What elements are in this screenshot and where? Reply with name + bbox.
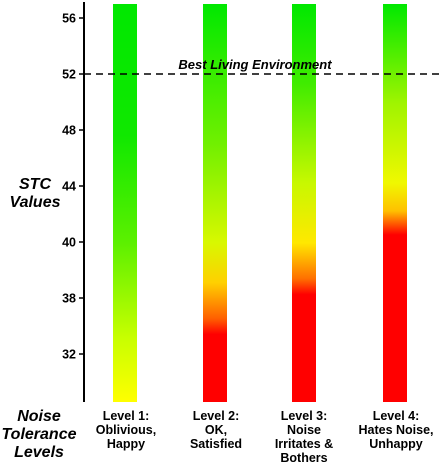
- category-label-line: Hates Noise,: [358, 423, 434, 437]
- y-axis-title-line: STC: [19, 176, 51, 193]
- y-axis-title: STC Values: [0, 176, 80, 212]
- category-label-line: Satisfied: [189, 437, 243, 451]
- category-label-line: OK,: [204, 423, 228, 437]
- x-axis-title-line: Levels: [14, 444, 64, 461]
- x-axis-title: Noise Tolerance Levels: [0, 408, 84, 462]
- y-tick-label: 52: [62, 68, 76, 82]
- category-label-line: Level 1:: [102, 409, 150, 423]
- category-label-line: Happy: [106, 437, 146, 451]
- y-ticks-group: 56 52 48 44 40 38 32: [62, 12, 84, 362]
- category-label-line: Bothers: [280, 451, 328, 465]
- x-axis-title-line: Noise: [17, 408, 61, 425]
- category-label-level-2: Level 2: OK, Satisfied: [168, 409, 264, 451]
- category-label-level-3: Level 3: Noise Irritates & Bothers: [256, 409, 352, 465]
- category-label-line: Oblivious,: [95, 423, 157, 437]
- category-label-level-1: Level 1: Oblivious, Happy: [78, 409, 174, 451]
- category-label-line: Level 3:: [280, 409, 328, 423]
- reference-line-label: Best Living Environment: [178, 57, 332, 72]
- bar-level-1: [113, 4, 137, 402]
- category-label-line: Unhappy: [369, 437, 423, 451]
- y-tick-label: 56: [62, 12, 76, 26]
- bar-level-2: [203, 4, 227, 402]
- category-label-line: Level 2:: [192, 409, 240, 423]
- x-axis-title-line: Tolerance: [1, 426, 77, 443]
- y-tick-label: 44: [62, 180, 76, 194]
- category-label-level-4: Level 4: Hates Noise, Unhappy: [348, 409, 444, 451]
- bars-group: [113, 4, 407, 402]
- y-tick-label: 48: [62, 124, 76, 138]
- bar-level-4: [383, 4, 407, 402]
- category-label-line: Irritates &: [274, 437, 334, 451]
- y-tick-label: 32: [62, 348, 76, 362]
- y-tick-label: 40: [62, 236, 76, 250]
- y-tick-label: 38: [62, 292, 76, 306]
- y-axis-title-line: Values: [9, 194, 61, 211]
- category-label-line: Level 4:: [372, 409, 420, 423]
- bar-level-3: [292, 4, 316, 402]
- category-label-line: Noise: [286, 423, 322, 437]
